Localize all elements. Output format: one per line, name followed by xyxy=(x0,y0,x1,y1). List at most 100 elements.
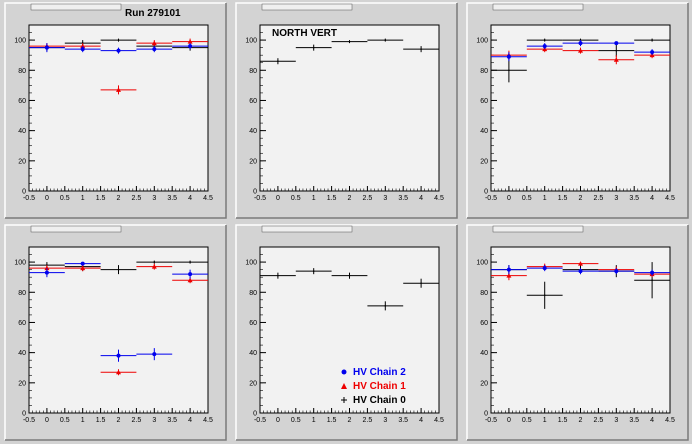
panel-bevel-light xyxy=(466,224,688,440)
data-point xyxy=(116,87,121,92)
x-tick-label: 4.5 xyxy=(203,195,213,202)
x-tick-label: 3 xyxy=(152,417,156,424)
data-point xyxy=(543,294,546,297)
data-point xyxy=(187,277,193,283)
x-tick-label: 2.5 xyxy=(363,195,373,202)
y-tick-label: 80 xyxy=(18,68,26,75)
y-tick-label: 20 xyxy=(480,158,488,165)
y-tick-label: 0 xyxy=(22,189,26,196)
x-tick-label: 0 xyxy=(276,417,280,424)
data-point xyxy=(312,46,315,49)
x-tick-label: -0.5 xyxy=(485,417,497,424)
data-point xyxy=(578,261,583,266)
data-point xyxy=(613,57,619,62)
y-tick-label: 40 xyxy=(18,128,26,135)
x-tick-label: 2 xyxy=(579,195,583,202)
histogram-title-stub xyxy=(30,225,122,233)
data-point xyxy=(44,45,49,50)
data-point xyxy=(152,352,157,357)
data-point xyxy=(116,48,121,53)
panel-bevel-light xyxy=(235,2,457,218)
histogram-title-stub xyxy=(492,225,584,233)
panel-title: Run 279101 xyxy=(125,8,181,19)
data-point xyxy=(384,39,387,41)
data-point xyxy=(153,261,156,263)
x-tick-label: 3 xyxy=(383,417,387,424)
x-tick-label: 2.5 xyxy=(594,195,604,202)
data-point xyxy=(277,274,279,277)
data-point xyxy=(80,265,86,271)
data-point xyxy=(420,48,422,50)
y-tick-label: 20 xyxy=(18,380,26,387)
y-tick-label: 40 xyxy=(18,350,26,357)
panel-bevel-dark xyxy=(467,3,689,219)
y-tick-label: 40 xyxy=(480,350,488,357)
x-tick-label: 2.5 xyxy=(594,417,604,424)
x-tick-label: 1 xyxy=(543,195,547,202)
y-tick-label: 60 xyxy=(480,98,488,105)
x-tick-label: 4.5 xyxy=(434,195,444,202)
y-tick-label: 100 xyxy=(476,38,488,45)
y-tick-label: 20 xyxy=(18,158,26,165)
x-tick-label: 4 xyxy=(188,417,192,424)
data-point xyxy=(348,40,351,43)
y-tick-label: 40 xyxy=(480,128,488,135)
x-tick-label: 4.5 xyxy=(665,417,675,424)
legend-entry-label: HV Chain 1 xyxy=(353,381,406,392)
panel-bevel-light xyxy=(466,2,688,218)
x-tick-label: -0.5 xyxy=(23,417,35,424)
x-tick-label: 3 xyxy=(614,417,618,424)
data-point xyxy=(80,47,85,52)
x-tick-label: -0.5 xyxy=(23,195,35,202)
panel-bevel-light xyxy=(4,2,226,218)
x-tick-label: 3 xyxy=(383,195,387,202)
x-tick-label: 3 xyxy=(614,195,618,202)
x-tick-label: 4 xyxy=(419,417,423,424)
data-point xyxy=(614,269,619,274)
x-tick-label: 2 xyxy=(117,195,121,202)
data-point xyxy=(578,269,583,274)
data-point xyxy=(117,268,120,271)
x-tick-label: 1.5 xyxy=(327,417,337,424)
y-tick-label: 100 xyxy=(476,260,488,267)
x-tick-label: 0.5 xyxy=(60,195,70,202)
y-tick-label: 60 xyxy=(480,320,488,327)
data-point xyxy=(348,274,351,277)
panel-1: -0.5 0 0.5 1 1.5 2 2.5 3 3.5 4 4.5020406080100Run … xyxy=(4,2,227,219)
x-tick-label: 2.5 xyxy=(363,417,373,424)
x-tick-label: 0 xyxy=(507,417,511,424)
y-tick-label: 0 xyxy=(484,411,488,418)
x-tick-label: 2.5 xyxy=(132,195,142,202)
x-tick-label: 1 xyxy=(81,417,85,424)
data-point xyxy=(188,44,193,49)
y-tick-label: 80 xyxy=(249,290,257,297)
x-tick-label: 3.5 xyxy=(167,195,177,202)
x-tick-label: 4 xyxy=(650,417,654,424)
x-tick-label: 4 xyxy=(188,195,192,202)
data-point xyxy=(543,39,546,41)
legend-marker-circle xyxy=(341,369,347,375)
x-tick-label: 4 xyxy=(650,195,654,202)
data-point xyxy=(151,264,157,269)
data-point xyxy=(277,60,279,63)
y-tick-label: 100 xyxy=(14,260,26,267)
histogram-title-stub xyxy=(261,225,353,233)
y-tick-label: 20 xyxy=(249,158,257,165)
panel-2: -0.5 0 0.5 1 1.5 2 2.5 3 3.5 4 4.5020406080100NORT… xyxy=(235,2,458,219)
y-tick-label: 40 xyxy=(249,350,257,357)
data-point xyxy=(651,39,653,41)
plot-area xyxy=(259,24,440,192)
legend-entry-label: HV Chain 0 xyxy=(353,395,406,406)
x-tick-label: 0 xyxy=(45,195,49,202)
x-tick-label: 0 xyxy=(45,417,49,424)
data-point xyxy=(578,41,583,46)
y-tick-label: 100 xyxy=(14,38,26,45)
x-tick-label: 3.5 xyxy=(398,195,408,202)
panel-bevel-dark xyxy=(236,225,458,441)
panel-bevel-dark xyxy=(467,225,689,441)
x-tick-label: 1 xyxy=(312,417,316,424)
